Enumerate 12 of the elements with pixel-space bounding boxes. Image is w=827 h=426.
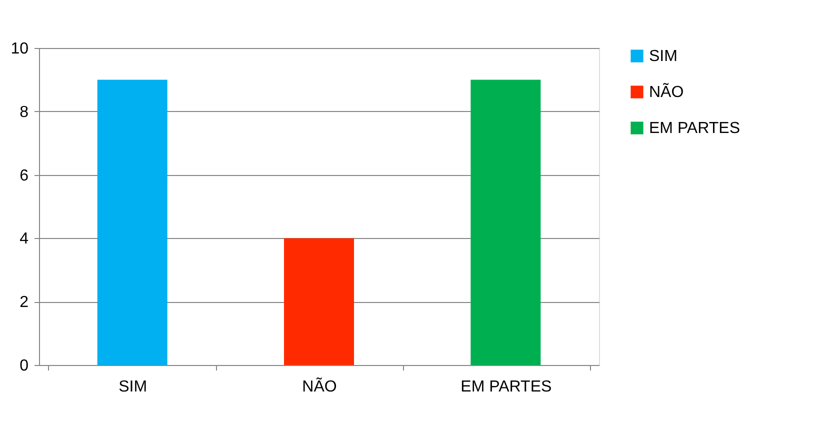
x-tick-label: SIM	[118, 378, 148, 396]
y-tick-label: 0	[20, 358, 29, 374]
x-tick-label: EM PARTES	[460, 378, 552, 396]
y-tick-label: 6	[20, 167, 29, 184]
y-tick-label: 10	[10, 40, 29, 58]
x-tick-label: NÃO	[302, 376, 337, 396]
y-tick-label: 8	[20, 104, 29, 121]
y-tick-label: 2	[20, 294, 29, 312]
legend-label: SIM	[649, 48, 678, 65]
legend-label: NÃO	[649, 82, 684, 101]
y-tick-label: 4	[20, 230, 29, 248]
legend-label: EM PARTES	[649, 120, 740, 137]
